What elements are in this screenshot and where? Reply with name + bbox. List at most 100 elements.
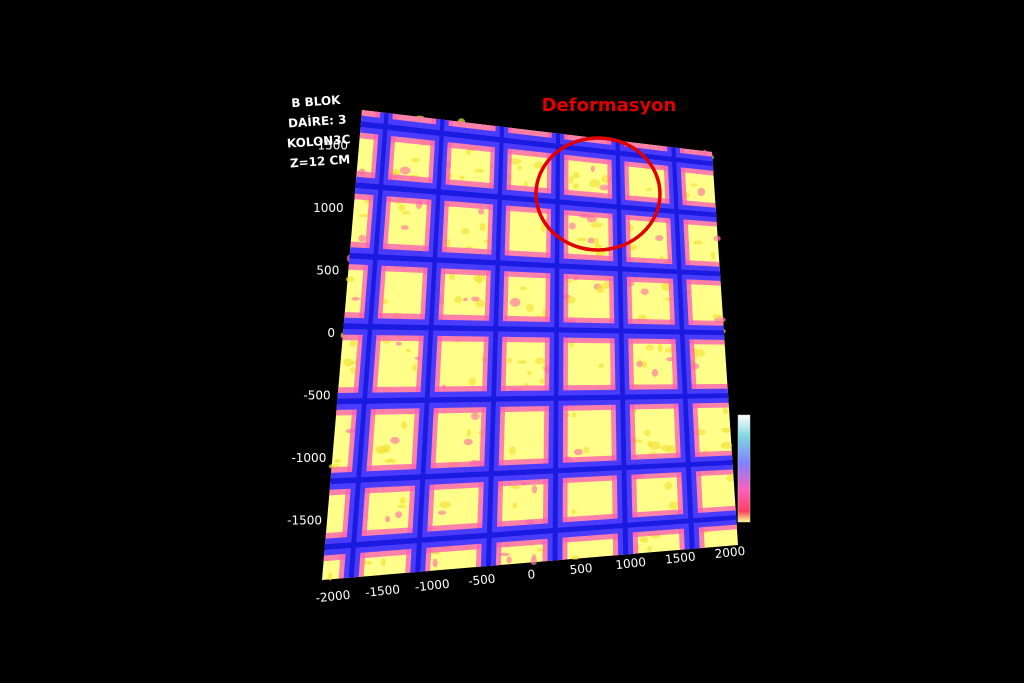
speckle [647, 545, 652, 552]
speckle [399, 496, 406, 505]
speckle [453, 295, 462, 304]
speckle [571, 412, 577, 418]
speckle [391, 168, 400, 176]
speckle [402, 210, 411, 215]
speckle [375, 445, 387, 454]
speckle [568, 222, 576, 230]
y-tick-label: 0 [327, 326, 335, 340]
speckle [572, 171, 580, 179]
speckle [471, 296, 480, 302]
speckle [660, 444, 671, 452]
speckle [568, 341, 574, 348]
x-tick-label: 1000 [615, 555, 647, 572]
speckle [469, 377, 476, 386]
speckle [395, 341, 402, 346]
speckle [526, 370, 532, 376]
speckle [536, 547, 543, 552]
speckle [531, 484, 538, 494]
speckle [664, 481, 673, 490]
speckle [651, 368, 659, 377]
x-tick-label: -2000 [315, 588, 351, 606]
speckle [692, 240, 704, 245]
speckle [636, 361, 643, 368]
speckle [587, 237, 596, 244]
speckle [345, 276, 355, 283]
speckle [395, 511, 403, 519]
speckle [710, 251, 716, 260]
label-line: KOLON3C [286, 132, 351, 150]
speckle [437, 510, 446, 515]
speckle [696, 349, 706, 357]
speckle [390, 436, 400, 444]
speckle [595, 285, 605, 294]
speckle [510, 485, 521, 489]
speckle [509, 297, 521, 307]
y-tick-label: -1500 [287, 514, 322, 528]
speckle [713, 235, 721, 242]
speckle [350, 366, 356, 374]
speckle [400, 225, 409, 230]
speckle [506, 556, 512, 564]
speckle [644, 429, 651, 437]
speckle [593, 237, 600, 245]
speckle [509, 446, 516, 455]
horizontal-band [336, 393, 729, 405]
speckle [462, 297, 468, 302]
speckle [647, 440, 652, 448]
y-tick-label: 1500 [317, 139, 348, 153]
speckle [351, 296, 360, 301]
speckle [519, 286, 528, 291]
horizontal-band [330, 460, 733, 485]
x-tick-label: -1000 [414, 577, 450, 595]
speckle [642, 360, 648, 369]
x-tick-label: 0 [527, 567, 536, 582]
speckle [569, 175, 574, 184]
vertical-band [671, 147, 695, 550]
speckle [470, 412, 480, 421]
speckle [722, 407, 729, 415]
speckle [401, 421, 408, 429]
speckle [333, 459, 342, 463]
speckle [535, 357, 546, 365]
speckle [343, 358, 354, 367]
speckle [639, 536, 649, 543]
speckle [358, 234, 366, 242]
speckle [668, 501, 680, 510]
speckle [697, 187, 706, 197]
axis-ticks: 1500 1000 500 0 -500 -1000 -1500 -2000 -1500 -100… [287, 139, 746, 606]
radar-slice [322, 110, 738, 581]
speckle [399, 166, 411, 175]
speckle [590, 222, 603, 228]
vertical-band [415, 119, 445, 573]
callout: Deformasyon [542, 95, 677, 116]
speckle [726, 474, 734, 482]
speckle [473, 274, 486, 283]
y-tick-label: -500 [303, 389, 330, 403]
speckle [721, 427, 731, 433]
speckle [512, 502, 518, 509]
speckle [583, 446, 590, 454]
speckle [412, 364, 417, 372]
speckle [646, 187, 653, 192]
speckle [655, 234, 664, 241]
speckle [328, 572, 333, 581]
label-line: DAİRE: 3 [288, 112, 347, 131]
speckle [517, 360, 527, 364]
speckle [645, 344, 655, 351]
speckle [590, 165, 595, 173]
speckle [405, 348, 412, 352]
horizontal-band [324, 515, 737, 550]
speckle [690, 183, 698, 187]
speckle [387, 458, 394, 463]
speckle [466, 429, 471, 438]
vertical-band [615, 140, 629, 555]
speckle [712, 314, 723, 319]
speckle [506, 357, 513, 364]
speckle [589, 179, 601, 188]
color-bar [737, 414, 751, 523]
speckle [636, 439, 643, 443]
speckle [517, 165, 523, 170]
